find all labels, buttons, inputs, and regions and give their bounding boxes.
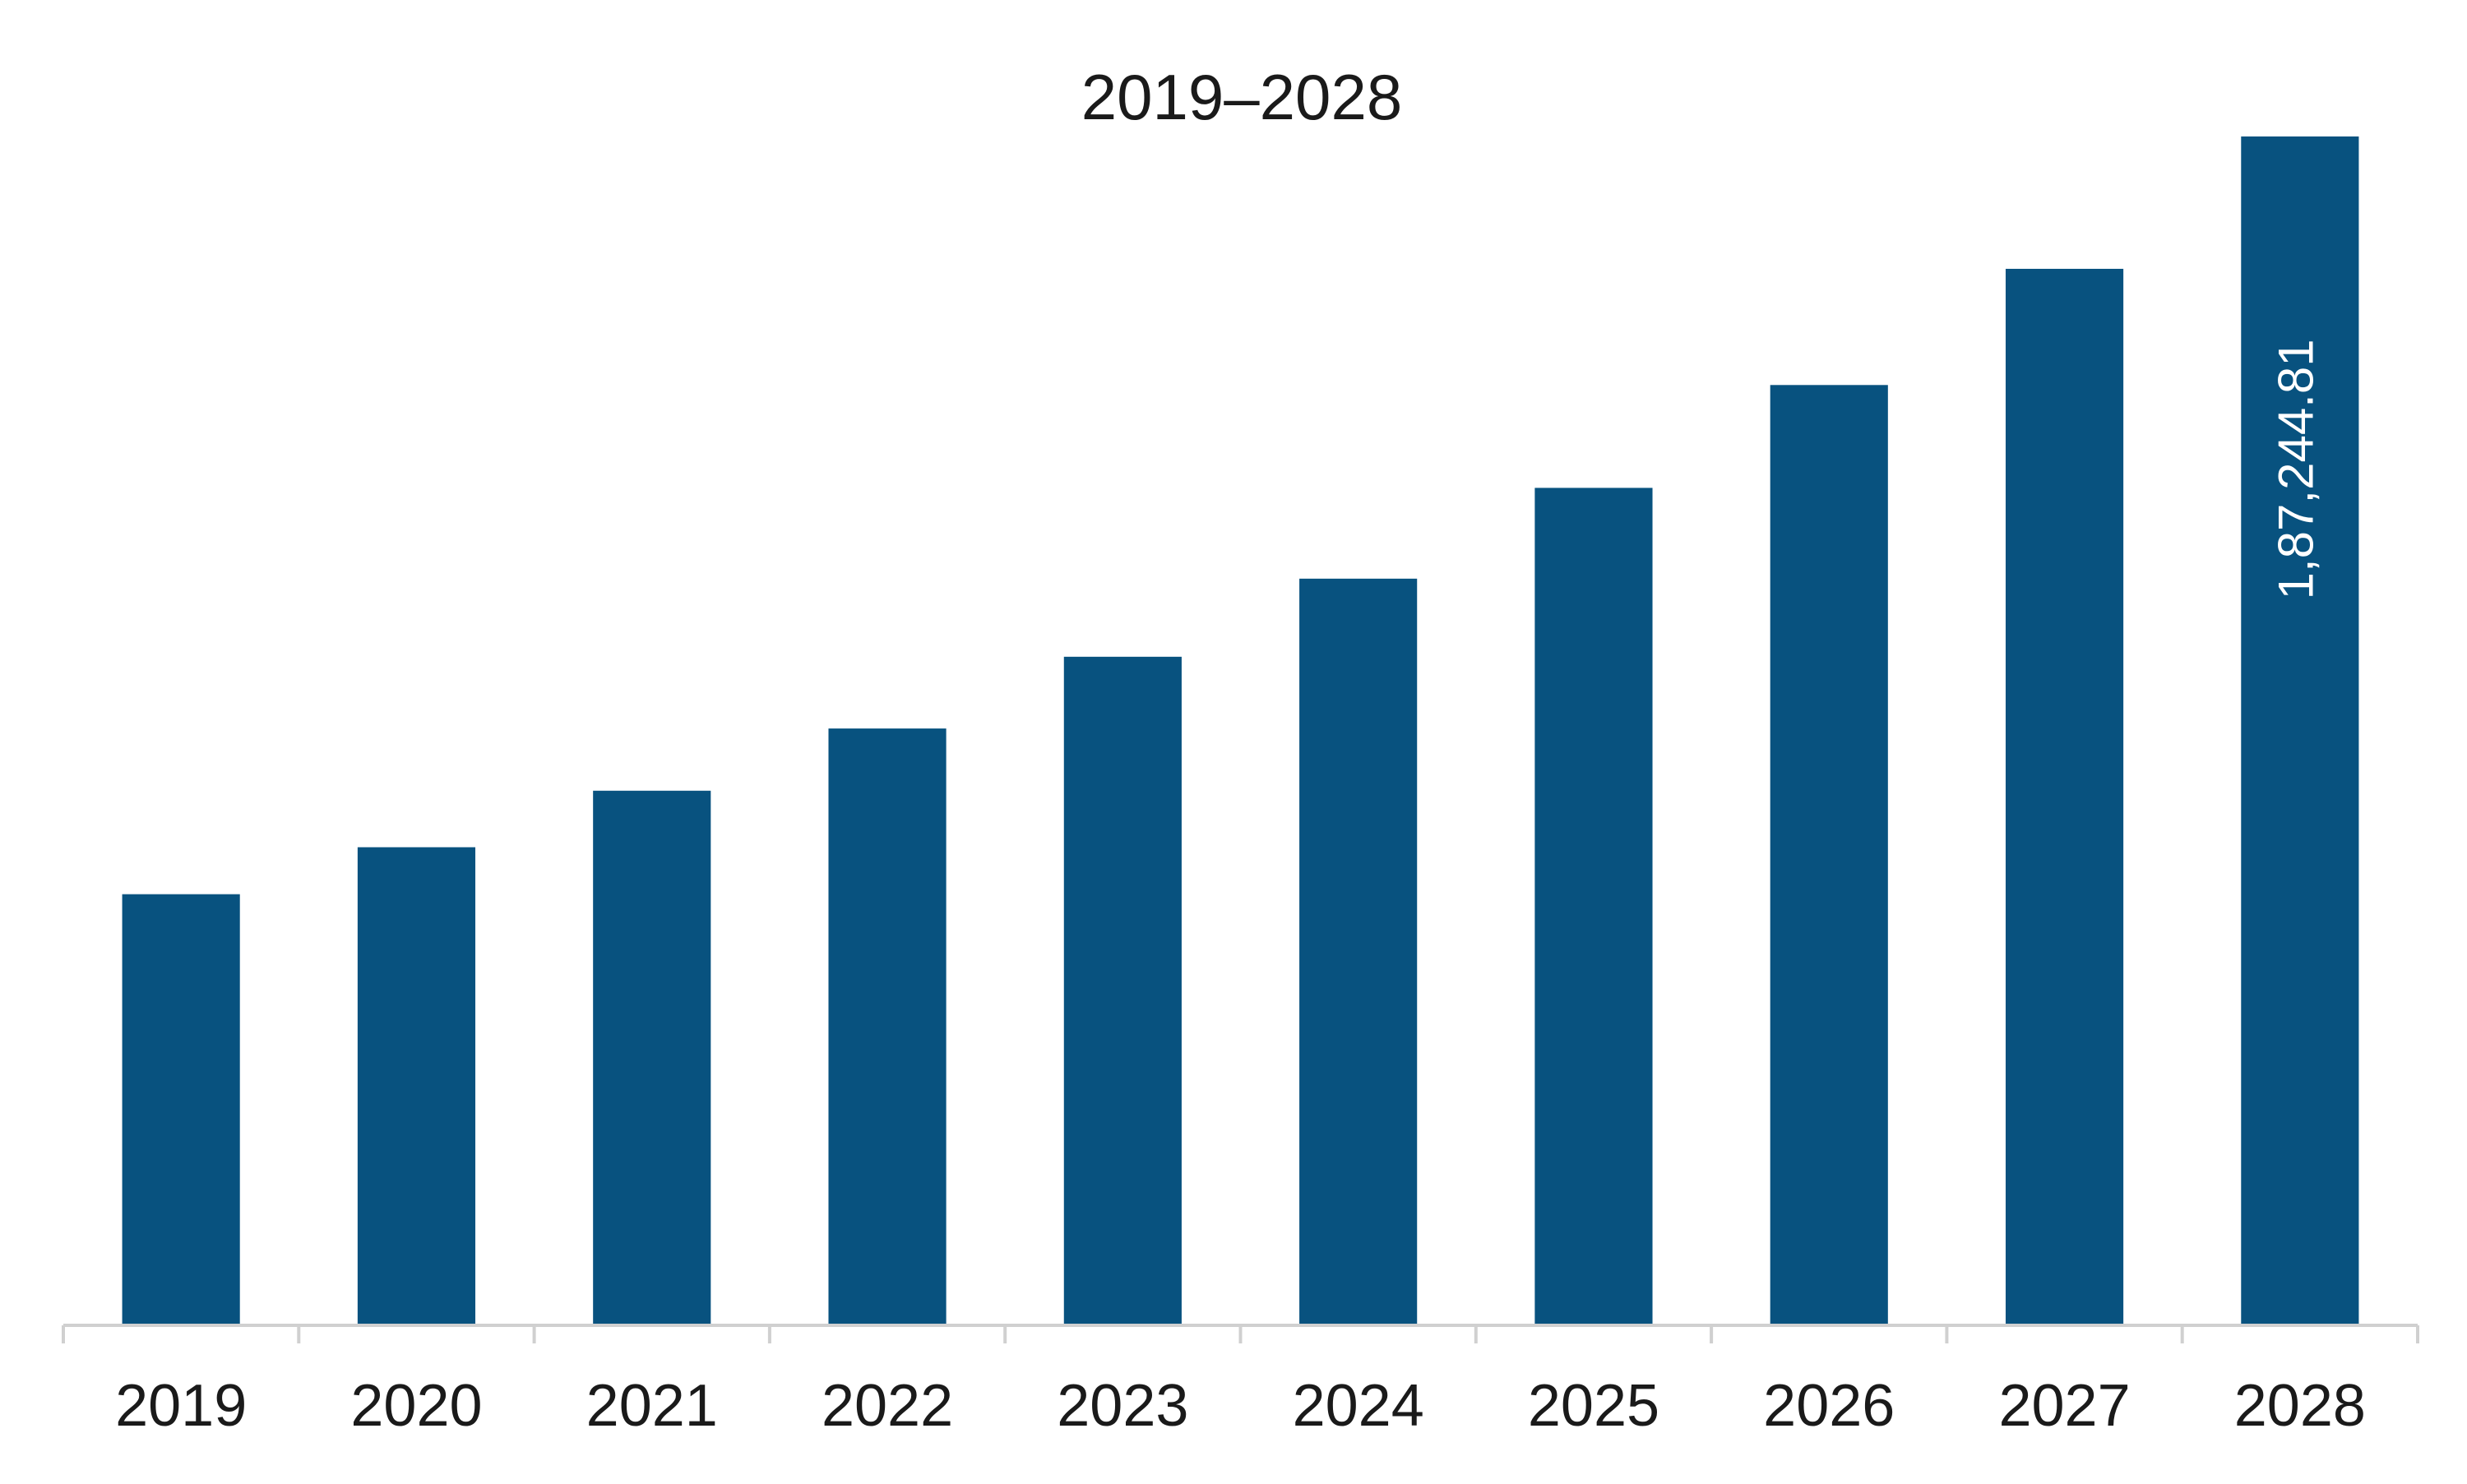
bar-2028 xyxy=(2241,136,2359,1325)
x-tick-label-2021: 2021 xyxy=(586,1373,718,1439)
bar-2021 xyxy=(593,790,711,1325)
bar-2025 xyxy=(1534,488,1653,1325)
bar-2020 xyxy=(357,847,476,1325)
data-label-2028: 1,87,244.81 xyxy=(2269,339,2324,599)
x-tick-label-2025: 2025 xyxy=(1528,1373,1659,1439)
x-tick-label-2019: 2019 xyxy=(115,1373,247,1439)
bar-2022 xyxy=(828,728,947,1325)
x-tick-labels: 2019 2020 2021 2022 2023 2024 2025 2026 2027 2028 xyxy=(115,1373,2366,1439)
x-tick-label-2022: 2022 xyxy=(822,1373,953,1439)
x-axis xyxy=(62,1324,2419,1343)
bar-2026 xyxy=(1770,385,1888,1326)
bars-layer: 1,87,244.81 xyxy=(122,136,2359,1326)
bar-2027 xyxy=(2005,268,2124,1326)
x-tick-label-2028: 2028 xyxy=(2234,1373,2366,1439)
x-tick-label-2020: 2020 xyxy=(350,1373,482,1439)
x-tick-label-2023: 2023 xyxy=(1057,1373,1188,1439)
x-tick-label-2027: 2027 xyxy=(1998,1373,2130,1439)
x-tick-label-2026: 2026 xyxy=(1763,1373,1895,1439)
x-tick-label-2024: 2024 xyxy=(1293,1373,1424,1439)
bar-2024 xyxy=(1299,578,1418,1325)
bar-2019 xyxy=(122,894,240,1325)
bar-2023 xyxy=(1063,656,1182,1325)
chart-title: 2019–2028 xyxy=(1081,61,1402,133)
